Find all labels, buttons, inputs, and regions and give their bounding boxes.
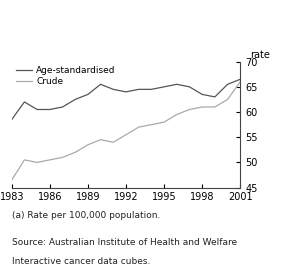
Crude [86, 143, 90, 146]
Age-standardised [35, 108, 39, 111]
Crude [239, 80, 242, 83]
Age-standardised [74, 98, 77, 101]
Age-standardised [10, 118, 13, 121]
Age-standardised [86, 93, 90, 96]
Text: Source: Australian Institute of Health and Welfare: Source: Australian Institute of Health a… [12, 238, 237, 247]
Text: Interactive cancer data cubes.: Interactive cancer data cubes. [12, 257, 150, 266]
Crude [188, 108, 191, 111]
Age-standardised [200, 93, 204, 96]
Age-standardised [213, 95, 217, 99]
Age-standardised [137, 88, 140, 91]
Age-standardised [226, 83, 229, 86]
Line: Crude: Crude [12, 82, 240, 180]
Crude [213, 105, 217, 109]
Age-standardised [239, 78, 242, 81]
Age-standardised [48, 108, 52, 111]
Age-standardised [150, 88, 153, 91]
Crude [162, 121, 166, 124]
Crude [23, 158, 26, 162]
Crude [200, 105, 204, 109]
Crude [124, 133, 128, 136]
Crude [226, 98, 229, 101]
Line: Age-standardised: Age-standardised [12, 79, 240, 120]
Age-standardised [175, 83, 178, 86]
Crude [10, 178, 13, 182]
Legend: Age-standardised, Crude: Age-standardised, Crude [16, 66, 116, 86]
Crude [74, 151, 77, 154]
Crude [61, 156, 64, 159]
Age-standardised [61, 105, 64, 109]
Age-standardised [112, 88, 115, 91]
Age-standardised [162, 85, 166, 88]
Text: rate: rate [250, 50, 270, 60]
Crude [35, 161, 39, 164]
Crude [99, 138, 102, 141]
Crude [150, 123, 153, 126]
Crude [137, 125, 140, 129]
Age-standardised [188, 85, 191, 88]
Text: (a) Rate per 100,000 population.: (a) Rate per 100,000 population. [12, 211, 160, 220]
Age-standardised [124, 90, 128, 94]
Age-standardised [23, 100, 26, 103]
Crude [175, 113, 178, 116]
Age-standardised [99, 83, 102, 86]
Crude [48, 158, 52, 162]
Crude [112, 141, 115, 144]
